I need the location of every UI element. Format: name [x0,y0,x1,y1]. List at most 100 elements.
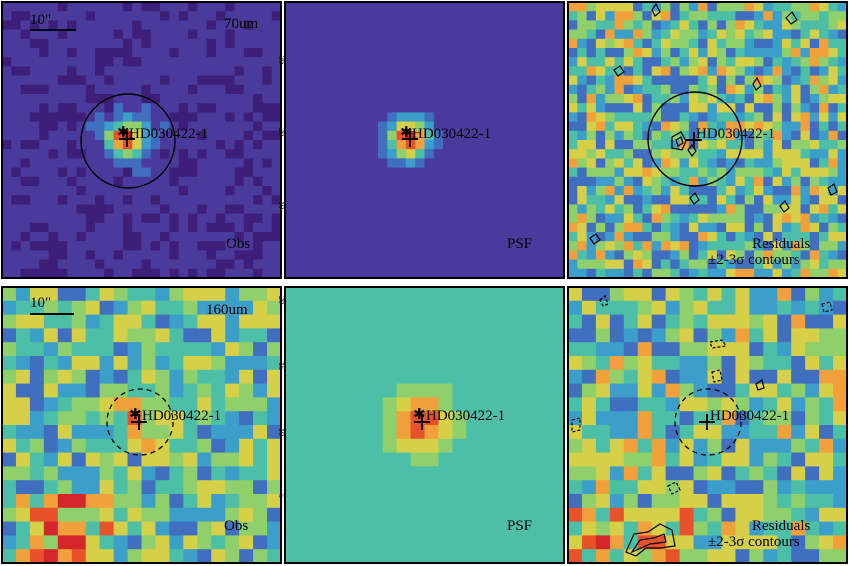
image-pixel [651,300,667,316]
image-pixel [57,411,73,426]
image-pixel [837,11,847,21]
image-pixel [43,507,59,523]
image-pixel [595,356,611,371]
image-pixel [586,57,597,67]
image-pixel [253,66,263,77]
image-pixel [48,259,59,270]
image-pixel [595,94,606,104]
image-pixel [707,38,718,49]
image-pixel [188,222,198,233]
image-pixel [382,383,398,398]
image-pixel [234,48,245,58]
image-pixel [312,84,323,95]
image-pixel [206,48,217,58]
image-pixel [122,176,133,187]
image-pixel [312,328,328,343]
image-pixel [387,195,398,205]
image-pixel [791,494,806,509]
image-pixel [340,549,356,563]
image-pixel [637,438,653,454]
image-pixel [489,130,500,141]
image-pixel [2,2,12,12]
image-pixel [243,176,254,187]
image-pixel [550,521,564,536]
image-pixel [800,130,811,141]
image-pixel [452,29,463,40]
image-pixel [262,268,273,278]
image-pixel [642,176,653,187]
image-pixel [294,222,305,233]
image-pixel [480,425,495,440]
image-pixel [595,250,606,261]
image-pixel [568,213,578,224]
image-pixel [312,158,323,169]
image-pixel [312,103,323,113]
image-pixel [424,112,435,123]
image-pixel [141,342,157,357]
image-pixel [735,140,746,150]
image-pixel [791,75,802,86]
image-pixel [772,94,783,104]
image-pixel [471,29,481,40]
image-pixel [160,186,170,196]
image-pixel [99,549,115,563]
image-pixel [225,186,236,196]
image-pixel [461,222,472,233]
panel-label: Obs [224,518,248,534]
image-pixel [517,195,528,205]
image-pixel [303,66,314,77]
image-pixel [197,241,208,251]
image-pixel [586,2,597,12]
image-pixel [637,507,653,523]
image-pixel [2,204,12,215]
image-pixel [48,103,59,113]
image-pixel [800,186,811,196]
image-pixel [285,356,300,371]
image-pixel [303,158,314,169]
image-pixel [536,369,551,385]
image-pixel [239,369,254,385]
image-pixel [707,397,723,412]
image-pixel [498,130,509,141]
image-pixel [312,20,323,31]
image-pixel [285,29,295,40]
image-pixel [331,38,342,49]
image-pixel [113,438,129,454]
image-pixel [461,57,472,67]
image-pixel [303,103,314,113]
image-pixel [99,328,115,343]
image-pixel [243,259,254,270]
image-pixel [688,241,699,251]
image-pixel [433,149,444,159]
image-pixel [132,112,143,123]
image-pixel [554,29,564,40]
image-pixel [322,2,333,12]
image-pixel [763,2,774,12]
image-pixel [577,149,588,159]
image-pixel [433,241,444,251]
image-pixel [253,204,263,215]
image-pixel [113,176,124,187]
image-pixel [415,268,426,278]
image-pixel [122,121,133,132]
image-pixel [749,549,764,563]
image-pixel [679,2,690,12]
image-pixel [122,75,133,86]
image-pixel [29,75,40,86]
image-pixel [405,103,416,113]
image-pixel [113,84,124,95]
image-pixel [623,186,634,196]
image-pixel [211,452,226,467]
image-pixel [744,11,755,21]
image-pixel [396,425,412,440]
image-pixel [586,20,597,31]
image-pixel [735,466,750,481]
image-pixel [331,149,342,159]
image-pixel [545,103,556,113]
image-pixel [707,29,718,40]
image-pixel [67,149,77,159]
image-pixel [312,342,328,357]
image-pixel [298,411,314,426]
image-pixel [716,75,727,86]
image-pixel [763,397,778,412]
